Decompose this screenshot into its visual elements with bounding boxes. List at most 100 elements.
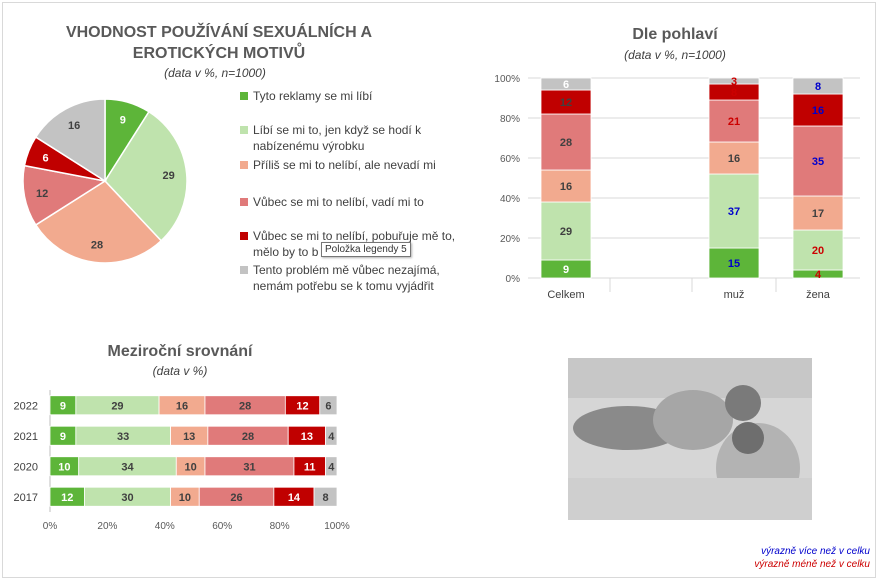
bar-data-label: 31 (243, 461, 255, 473)
bar-segment (792, 229, 844, 271)
bar-segment (792, 77, 844, 95)
bar-segment (708, 173, 760, 249)
bar-data-label: 28 (239, 400, 251, 412)
bar-data-label: 9 (563, 264, 569, 276)
pie-data-label: 28 (91, 239, 103, 251)
pie-slice (34, 180, 163, 264)
bar-data-label: 26 (230, 492, 242, 504)
bar-data-label: 6 (325, 400, 331, 412)
x-tick-label: muž (724, 289, 745, 301)
bar-data-label: 35 (812, 156, 824, 168)
bar-data-label: 8 (815, 81, 821, 93)
bar-data-label: 10 (58, 461, 70, 473)
bar-data-label: 21 (728, 116, 740, 128)
pie-chart: 9 29 28 12 6 16 (22, 98, 188, 264)
bar-data-label: 16 (176, 400, 188, 412)
bar-data-label: 30 (121, 492, 133, 504)
bar-data-label: 9 (60, 400, 66, 412)
note-more: výrazně více než v celku (761, 546, 870, 557)
pie-subtitle: (data v %, n=1000) (164, 66, 266, 80)
legend-swatch (240, 92, 248, 100)
bar-data-label: 9 (60, 431, 66, 443)
bar-data-label: 10 (185, 461, 197, 473)
bar-data-label: 16 (812, 105, 824, 117)
bar-data-label: 28 (242, 431, 254, 443)
x-tick-label: 80% (270, 521, 290, 532)
y-tick-label: 40% (500, 194, 520, 205)
x-tick-label: 0% (43, 521, 58, 532)
yearly-subtitle: (data v %) (152, 364, 208, 378)
bar-segment (540, 169, 592, 203)
bar-segment (708, 247, 760, 279)
bar-data-label: 29 (111, 400, 123, 412)
bar-data-label: 3 (731, 76, 737, 88)
note-less: výrazně méně než v celku (754, 559, 870, 570)
bar-data-label: 8 (322, 492, 328, 504)
legend-swatch (240, 232, 248, 240)
bar-data-label: 8 (731, 87, 737, 99)
bar-data-label: 34 (121, 461, 134, 473)
bar-segment (792, 195, 844, 231)
bar-data-label: 29 (560, 226, 572, 238)
pie-data-label: 6 (42, 152, 48, 164)
bar-data-label: 12 (560, 97, 572, 109)
bar-data-label: 28 (560, 137, 572, 149)
bar-data-label: 4 (328, 431, 335, 443)
pie-slice (104, 110, 188, 242)
legend-tooltip: Položka legendy 5 (321, 242, 411, 257)
bar-data-label: 4 (815, 269, 822, 281)
y-tick-label: 80% (500, 114, 520, 125)
bar-data-label: 20 (812, 245, 824, 257)
bar-data-label: 33 (117, 431, 129, 443)
bar-segment (325, 425, 338, 446)
y-tick-label: 2022 (14, 400, 38, 412)
bar-data-label: 14 (288, 492, 301, 504)
bar-segment (540, 201, 592, 261)
yearly-title: Meziroční srovnání (107, 343, 253, 360)
y-tick-label: 0% (506, 274, 521, 285)
pie-data-label: 16 (68, 120, 80, 132)
bar-segment (792, 93, 844, 127)
bar-data-label: 37 (728, 206, 740, 218)
y-tick-label: 2017 (14, 492, 38, 504)
legend-label: Vůbec se mi to nelíbí, vadí mi to (253, 195, 424, 209)
y-tick-label: 2021 (14, 431, 38, 443)
pie-data-label: 9 (120, 115, 126, 127)
bar-segment (319, 395, 338, 416)
pie-data-label: 12 (36, 188, 48, 200)
legend-label: Příliš se mi to nelíbí, ale nevadí mi (253, 158, 436, 172)
bar-segment (540, 77, 592, 91)
x-tick-label: žena (806, 289, 831, 301)
y-tick-label: 2020 (14, 461, 38, 473)
pie-data-label: 29 (163, 170, 175, 182)
legend-label: Tyto reklamy se mi líbí (253, 89, 373, 103)
bar-segment (708, 141, 760, 175)
photo-couple-icon (568, 358, 812, 520)
bar-data-label: 12 (61, 492, 73, 504)
x-tick-label: 40% (155, 521, 175, 532)
bar-data-label: 16 (728, 153, 740, 165)
legend-swatch (240, 266, 248, 274)
bar-data-label: 11 (304, 461, 316, 473)
bar-segment (313, 486, 338, 507)
x-tick-label: 100% (324, 521, 350, 532)
bar-data-label: 16 (560, 181, 572, 193)
legend-label: Líbí se mi to, jen když se hodí k nabíze… (253, 123, 422, 153)
bar-segment (708, 99, 760, 143)
bar-data-label: 13 (301, 431, 313, 443)
yearly-chart: 0% 20% 40% 60% 80% 100% 2022 9 29 16 28 12 6 2021 9 33 1… (14, 390, 350, 532)
pie-slice (22, 164, 108, 226)
legend-swatch (240, 198, 248, 206)
gender-subtitle: (data v %, n=1000) (624, 48, 726, 62)
bar-segment (708, 77, 760, 85)
bar-data-label: 17 (812, 208, 824, 220)
gender-title: Dle pohlaví (632, 26, 718, 43)
x-tick-label: 20% (97, 521, 117, 532)
gender-chart: 0% 20% 40% 60% 80% 100% Celkem 9 29 16 28 12 6 muž 15 3… (494, 74, 860, 301)
legend-swatch (240, 161, 248, 169)
x-tick-label: 60% (212, 521, 232, 532)
bar-data-label: 13 (183, 431, 195, 443)
legend-swatch (240, 126, 248, 134)
legend-label: Tento problém mě vůbec nezajímá, nemám p… (253, 263, 440, 293)
